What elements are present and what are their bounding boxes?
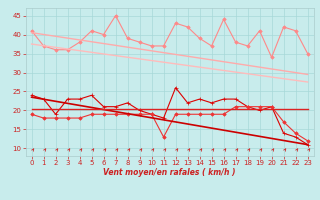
X-axis label: Vent moyen/en rafales ( km/h ): Vent moyen/en rafales ( km/h ) (103, 168, 236, 177)
